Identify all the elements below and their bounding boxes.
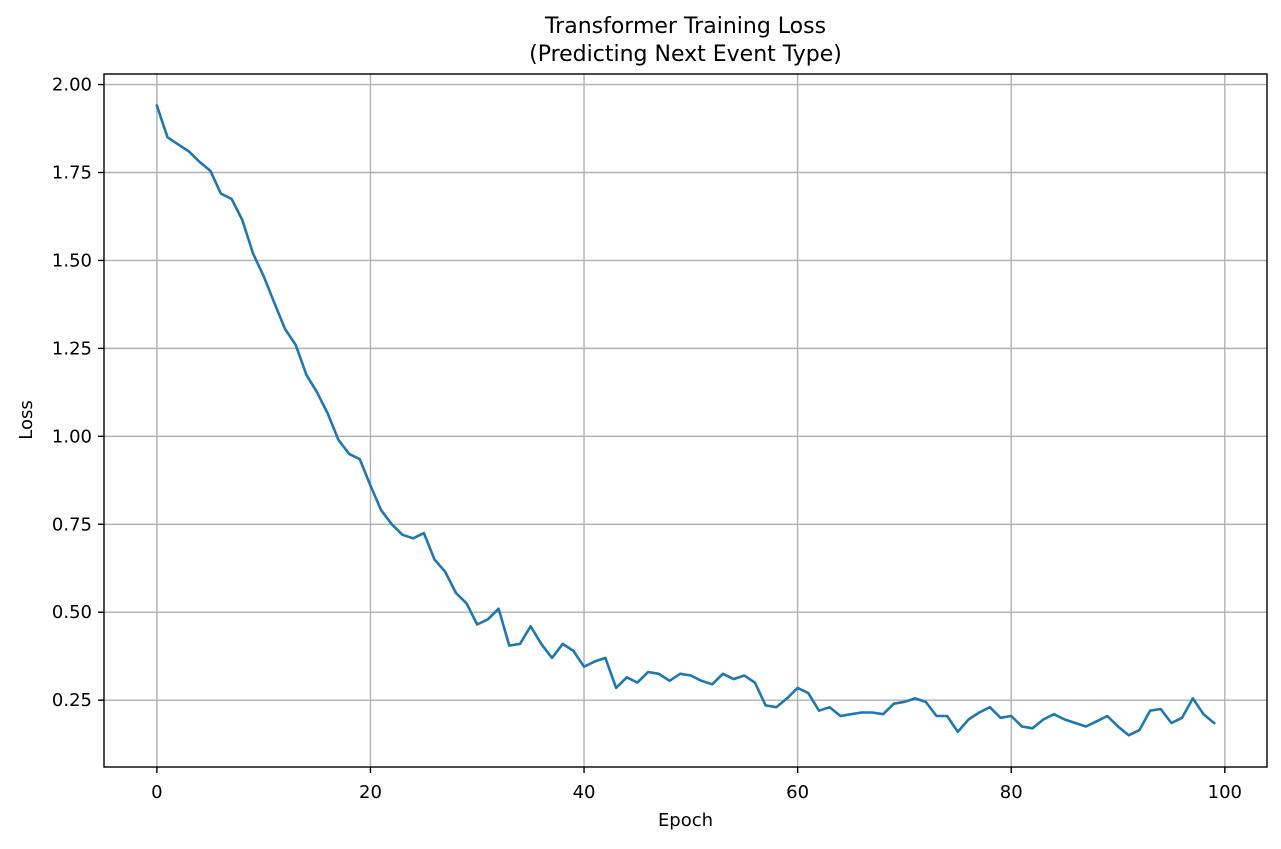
loss-series-line (155, 104, 1216, 737)
chart-title-line-1: Transformer Training Loss (544, 14, 826, 39)
x-tick-label: 20 (359, 782, 382, 803)
tick-marks: 0 20 40 60 80 100 0.25 0.50 0.75 1.00 1.25 1.50 1.75… (52, 75, 1242, 803)
series-layer (155, 104, 1216, 737)
x-tick-label: 60 (786, 782, 809, 803)
y-tick-label: 0.25 (52, 690, 92, 711)
y-tick-label: 2.00 (52, 75, 92, 96)
x-tick-label: 0 (151, 782, 162, 803)
y-tick-label: 0.50 (52, 602, 92, 623)
x-tick-label: 40 (573, 782, 596, 803)
x-tick-label: 80 (1000, 782, 1023, 803)
x-axis-label: Epoch (658, 810, 713, 831)
chart-title-line-2: (Predicting Next Event Type) (529, 42, 842, 67)
y-tick-label: 1.50 (52, 250, 92, 271)
y-tick-label: 1.25 (52, 338, 92, 359)
y-tick-label: 1.00 (52, 426, 92, 447)
x-tick-label: 100 (1208, 782, 1242, 803)
y-tick-label: 1.75 (52, 162, 92, 183)
y-axis-label: Loss (16, 400, 37, 439)
y-tick-label: 0.75 (52, 514, 92, 535)
plot-frame (103, 73, 1268, 768)
